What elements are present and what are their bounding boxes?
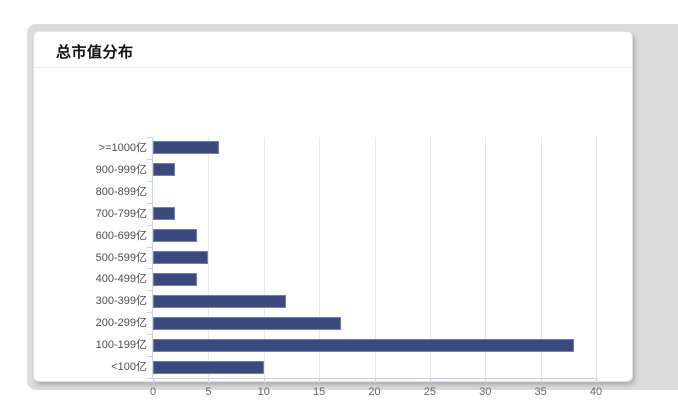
x-tick — [540, 379, 542, 383]
x-tick — [485, 379, 487, 383]
y-tick — [147, 378, 152, 379]
x-axis-tick-label: 25 — [423, 386, 436, 398]
bar-300-399[interactable] — [153, 294, 286, 308]
x-tick — [319, 379, 321, 383]
x-axis-tick-label: 35 — [534, 386, 547, 398]
y-tick — [147, 268, 152, 270]
y-axis-category-label: 200-299亿 — [95, 317, 147, 330]
gridline-x-5 — [208, 137, 210, 378]
y-tick — [147, 246, 152, 248]
bar-chart: 0 5 10 15 20 25 30 35 40 >=1000亿 900-999亿 800-899亿 7… — [34, 68, 632, 398]
gridline-x-35 — [540, 137, 542, 378]
y-axis-category-label: <100亿 — [111, 361, 147, 374]
bar-400-499[interactable] — [153, 272, 198, 286]
x-axis-tick-label: 10 — [257, 386, 270, 398]
plot-area: 0 5 10 15 20 25 30 35 40 >=1000亿 900-999亿 800-899亿 7… — [96, 137, 602, 398]
y-tick — [147, 137, 152, 138]
y-tick — [147, 290, 152, 292]
y-axis-category-label: 700-799亿 — [95, 207, 147, 220]
x-axis-tick-label: 5 — [205, 386, 212, 398]
gridline-x-20 — [374, 137, 376, 378]
y-axis-category-label: 900-999亿 — [95, 163, 147, 176]
y-tick — [147, 224, 152, 226]
x-tick — [263, 379, 265, 383]
bar-<100[interactable] — [153, 360, 264, 374]
x-axis-tick-label: 15 — [313, 386, 326, 398]
chart-title: 总市值分布 — [56, 44, 134, 61]
y-tick — [147, 334, 152, 336]
bar-600-699[interactable] — [153, 229, 198, 243]
y-axis-category-label: 800-899亿 — [95, 185, 147, 198]
y-tick — [147, 158, 152, 160]
y-tick — [147, 356, 152, 358]
x-axis-line — [152, 378, 597, 379]
gridline-x-15 — [319, 137, 321, 378]
bar-700-799[interactable] — [153, 207, 176, 221]
bar-500-599[interactable] — [153, 251, 209, 264]
y-axis-category-label: 100-199亿 — [95, 339, 147, 352]
y-tick — [147, 202, 152, 204]
gridline-x-25 — [429, 137, 431, 378]
y-axis-category-label: 600-699亿 — [95, 229, 147, 242]
gridline-x-10 — [263, 137, 265, 378]
y-tick — [147, 312, 152, 314]
x-axis-tick-label: 20 — [368, 386, 381, 398]
y-axis-category-label: >=1000亿 — [98, 141, 147, 154]
bar-200-299[interactable] — [153, 316, 342, 330]
y-axis-category-label: 300-399亿 — [95, 295, 147, 308]
y-tick — [147, 180, 152, 182]
x-tick — [429, 379, 431, 383]
bar->=1000[interactable] — [153, 141, 220, 155]
x-axis-tick-label: 0 — [149, 386, 157, 398]
chart-card: 总市值分布 0 5 10 15 20 25 30 35 40 >=1000亿 900-999亿 800… — [33, 31, 633, 398]
bar-100-199[interactable] — [153, 338, 574, 352]
gridline-x-40 — [596, 137, 597, 378]
x-tick — [208, 379, 210, 383]
y-axis-category-label: 400-499亿 — [95, 273, 147, 286]
y-axis-line — [152, 137, 153, 378]
x-tick — [374, 379, 376, 383]
x-axis-tick-label: 40 — [589, 386, 603, 398]
card-header: 总市值分布 — [34, 32, 632, 68]
x-tick — [153, 379, 154, 383]
x-axis-tick-label: 30 — [479, 386, 492, 398]
bar-900-999[interactable] — [153, 163, 176, 177]
x-tick — [596, 379, 597, 383]
y-axis-category-label: 500-599亿 — [95, 251, 147, 264]
gridline-x-30 — [485, 137, 487, 378]
